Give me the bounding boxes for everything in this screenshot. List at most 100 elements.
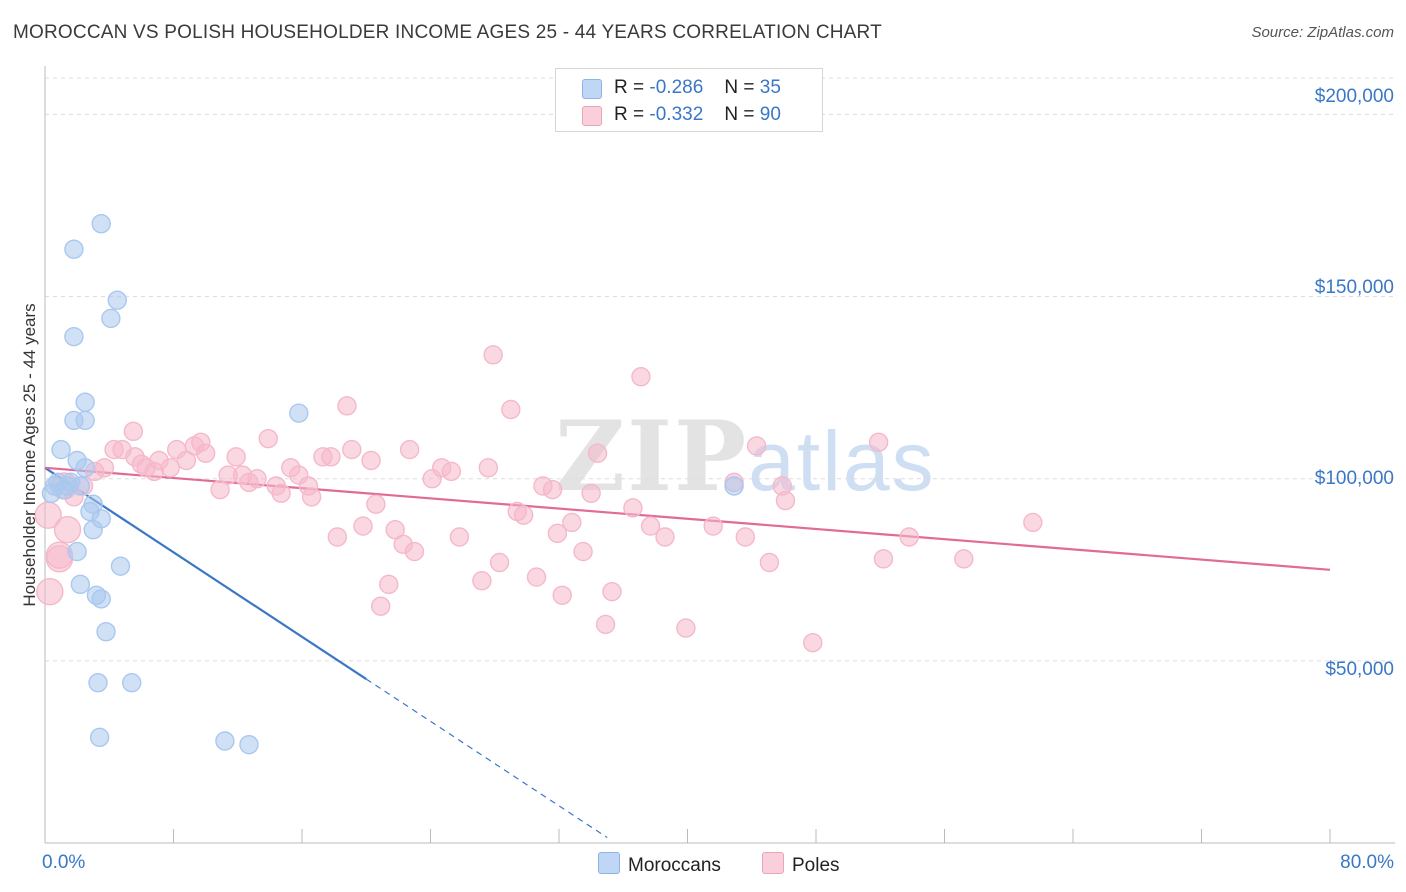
poles-point (676, 618, 696, 638)
moroccans-point (110, 556, 131, 576)
poles-point (501, 399, 521, 420)
y-tick-label: $150,000 (1314, 277, 1394, 298)
poles-point (552, 585, 572, 605)
poles-point (759, 552, 780, 573)
poles-point (371, 596, 391, 616)
poles-swatch (582, 106, 602, 126)
poles-r-value: -0.332 (649, 104, 704, 125)
poles-point (361, 450, 381, 471)
poles-point (595, 614, 616, 635)
poles-point (399, 439, 420, 460)
moroccans-n-value: 35 (759, 77, 781, 98)
poles-point (587, 443, 608, 463)
poles-point (472, 571, 492, 591)
poles-point (542, 479, 563, 500)
moroccans-point (107, 290, 127, 310)
poles-n-value: 90 (759, 104, 781, 125)
poles-point (176, 450, 197, 471)
y-tick-label: $100,000 (1314, 468, 1394, 489)
poles-point (385, 520, 405, 540)
poles-point (449, 527, 470, 547)
poles-point (441, 461, 462, 482)
n-label: N = (724, 77, 755, 98)
moroccans-point (724, 476, 744, 496)
data-points (34, 214, 1043, 755)
poles-point (954, 549, 974, 569)
poles-point (247, 469, 267, 489)
axes (44, 66, 1395, 844)
poles-point (478, 458, 499, 478)
poles-point (53, 516, 82, 544)
poles-point (631, 367, 651, 387)
poles-point (640, 516, 661, 536)
moroccans-point (289, 403, 309, 423)
poles-legend-swatch (762, 852, 784, 874)
poles-point (337, 396, 357, 416)
poles-point (94, 458, 115, 478)
legend-poles-label: Poles (792, 855, 840, 876)
moroccans-point (51, 439, 71, 460)
moroccans-point (122, 673, 142, 693)
poles-point (258, 428, 278, 449)
legend-moroccans-label: Moroccans (628, 855, 721, 876)
x-tick-label-max: 80.0% (1340, 852, 1394, 873)
poles-point (489, 552, 510, 573)
r-label: R = (614, 104, 645, 125)
legend-text: R = -0.332 N = 90 (614, 104, 781, 126)
moroccans-point (239, 734, 259, 755)
trend-lines (44, 466, 1331, 839)
moroccans-point (89, 727, 110, 748)
source-note: Source: ZipAtlas.com (1251, 24, 1394, 41)
moroccans-point (96, 622, 116, 642)
poles-point (160, 458, 180, 478)
n-label: N = (724, 104, 755, 125)
poles-point (353, 516, 373, 536)
poles-point (655, 527, 675, 547)
grid-lines (45, 77, 1395, 662)
legend-moroccans: Moroccans (598, 852, 721, 877)
poles-point (873, 549, 894, 569)
moroccans-point (215, 731, 235, 751)
moroccans-point (91, 214, 111, 234)
poles-point (1023, 512, 1043, 533)
moroccans-point (64, 326, 84, 347)
poles-point (868, 432, 889, 452)
legend-text: R = -0.286 N = 35 (614, 77, 781, 99)
moroccans-point (75, 410, 95, 431)
poles-point (301, 487, 322, 507)
moroccans-point (75, 392, 95, 412)
poles-point (775, 490, 796, 511)
poles-point (526, 567, 547, 587)
poles-point (803, 632, 823, 653)
poles-point (210, 479, 230, 500)
r-label: R = (614, 77, 645, 98)
poles-point (327, 527, 348, 547)
moroccans-point (83, 494, 103, 514)
moroccans-point (67, 541, 87, 562)
poles-point (602, 581, 622, 602)
y-axis-label: Householder Income Ages 25 - 44 years (20, 303, 39, 607)
moroccans-point (88, 673, 108, 693)
poles-point (321, 447, 341, 467)
poles-point (404, 541, 425, 562)
poles-point (573, 541, 593, 562)
poles-point (513, 505, 534, 525)
y-tick-label: $50,000 (1325, 659, 1394, 680)
trend-line-extension-moroccans (365, 678, 608, 839)
moroccans-point (70, 476, 91, 496)
poles-point (483, 345, 503, 365)
moroccans-legend-swatch (598, 852, 620, 874)
correlation-legend: R = -0.286 N = 35 R = -0.332 N = 90 (555, 68, 823, 132)
moroccans-point (64, 239, 84, 259)
poles-point (581, 483, 601, 503)
poles-point (226, 447, 246, 467)
poles-point (342, 439, 362, 460)
moroccans-swatch (582, 79, 602, 99)
poles-point (366, 494, 386, 514)
x-tick-label-min: 0.0% (42, 852, 86, 873)
y-tick-label: $200,000 (1314, 86, 1394, 107)
moroccans-point (75, 458, 95, 478)
poles-point (547, 523, 568, 544)
poles-point (562, 512, 582, 533)
